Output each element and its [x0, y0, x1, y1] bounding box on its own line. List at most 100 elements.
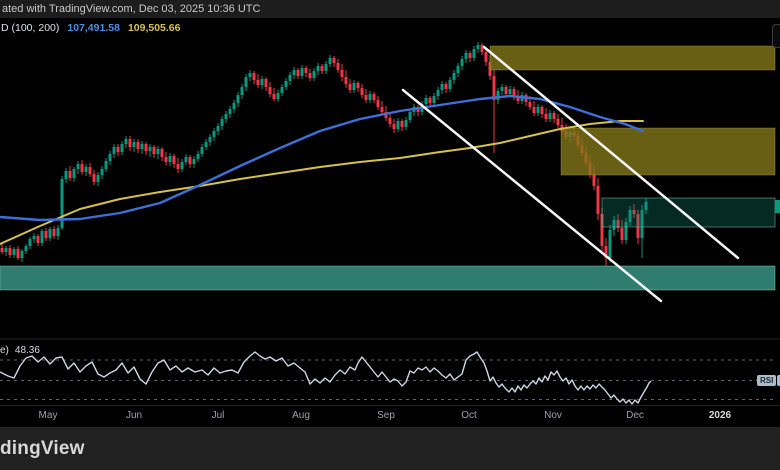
candle-body	[368, 94, 372, 100]
candle-body	[408, 112, 412, 120]
month-label-oct: Oct	[461, 410, 477, 421]
candle-body	[508, 89, 512, 94]
candle-body	[496, 91, 500, 100]
candle-body	[212, 131, 216, 137]
candle-body	[436, 90, 440, 96]
candle-body	[540, 107, 544, 114]
time-axis[interactable]: May Jun Jul Aug Sep Oct Nov Dec 2026	[0, 406, 780, 427]
candle-body	[348, 84, 352, 90]
candle-body	[0, 248, 4, 252]
candle-body	[444, 84, 448, 89]
candle-body	[544, 114, 548, 119]
candle-body	[132, 142, 136, 147]
year-label: 2026	[708, 410, 732, 421]
candle-body	[456, 66, 460, 73]
candle-body	[56, 228, 60, 236]
candle-body	[336, 63, 340, 70]
ma-100-line	[0, 94, 645, 222]
month-label-aug: Aug	[292, 410, 310, 421]
candle-body	[484, 52, 488, 62]
candle-body	[492, 76, 496, 100]
candle-body	[184, 157, 188, 162]
candle-body	[440, 84, 444, 90]
candle-body	[500, 87, 504, 91]
candle-body	[432, 96, 436, 103]
supply-zone-upper	[489, 45, 776, 71]
month-label-jun: Jun	[125, 410, 143, 421]
candle-body	[552, 113, 556, 119]
candle-body	[548, 113, 552, 119]
candle-body	[232, 103, 236, 109]
candle-body	[592, 174, 596, 186]
candle-body	[396, 121, 400, 129]
candle-body	[448, 80, 452, 89]
candle-body	[424, 98, 428, 104]
candle-body	[216, 126, 220, 131]
candle-body	[220, 119, 224, 126]
candle-body	[556, 119, 560, 125]
candle-body	[108, 154, 112, 161]
candle-body	[76, 164, 80, 169]
candle-body	[468, 53, 472, 58]
candle-body	[604, 246, 608, 258]
candle-body	[144, 144, 148, 151]
candle-body	[596, 186, 600, 214]
candle-body	[28, 239, 32, 246]
candle-body	[36, 236, 40, 243]
month-label-sep: Sep	[377, 410, 395, 421]
candle-body	[628, 210, 632, 222]
candle-body	[4, 248, 8, 252]
candle-body	[612, 220, 616, 230]
candle-body	[68, 171, 72, 178]
candle-body	[624, 222, 628, 240]
ma200-value: 109,505.66	[127, 22, 181, 34]
candle-body	[236, 95, 240, 103]
candle-body	[128, 139, 132, 147]
symbol-interval-label[interactable]: D (100, 200)	[1, 22, 60, 34]
candle-body	[376, 100, 380, 107]
candle-body	[464, 53, 468, 59]
candle-body	[288, 75, 292, 81]
candle-body	[260, 79, 264, 85]
candle-body	[20, 251, 24, 258]
ma-200-line	[0, 120, 644, 245]
candle-body	[120, 144, 124, 152]
candle-body	[136, 142, 140, 149]
candle-body	[428, 98, 432, 103]
candle-body	[244, 77, 248, 87]
channel-lower	[401, 88, 663, 303]
rsi-axis-badge[interactable]: RSI	[757, 375, 777, 386]
tradingview-logo[interactable]: dingView	[0, 438, 85, 459]
candle-body	[504, 87, 508, 94]
candle-body	[272, 94, 276, 99]
candle-body	[280, 87, 284, 93]
candle-body	[104, 161, 108, 169]
candle-body	[112, 147, 116, 154]
candle-body	[360, 88, 364, 95]
candle-body	[60, 179, 64, 228]
candle-body	[92, 174, 96, 182]
candle-body	[372, 94, 376, 100]
candle-body	[344, 77, 348, 84]
candle-body	[156, 149, 160, 154]
candle-body	[268, 87, 272, 94]
candle-body	[452, 73, 456, 80]
candle-body	[228, 109, 232, 114]
candle-body	[192, 159, 196, 164]
candle-body	[84, 167, 88, 172]
month-label-dec: Dec	[626, 410, 644, 421]
toolbar-button-clipped[interactable]	[772, 24, 780, 48]
candle-body	[632, 210, 636, 214]
candle-body	[24, 246, 28, 251]
indicator-legend[interactable]: D (100, 200) 107,491.58 109,505.66	[1, 22, 181, 34]
rsi-indicator-label[interactable]: e) 48.36	[0, 345, 40, 356]
ma100-value: 107,491.58	[67, 22, 120, 34]
candle-body	[8, 248, 12, 255]
candle-body	[32, 236, 36, 239]
candle-body	[208, 137, 212, 142]
candle-body	[264, 79, 268, 87]
candle-body	[196, 154, 200, 159]
candle-body	[160, 149, 164, 157]
